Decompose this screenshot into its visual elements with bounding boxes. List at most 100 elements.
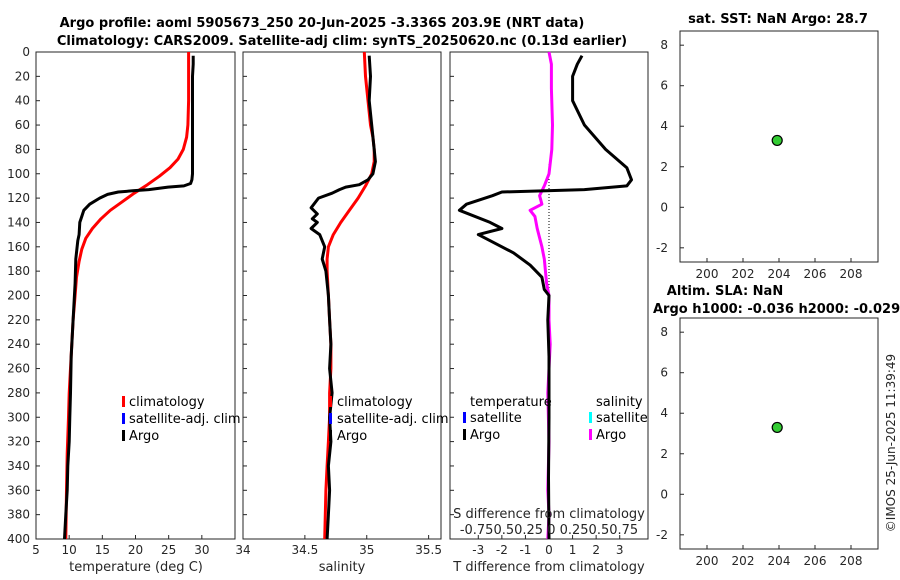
x-tick-label: 15: [95, 543, 110, 557]
x-tick-label: 200: [696, 267, 719, 281]
depth-tick-label: 120: [7, 191, 30, 205]
temperature-difference-argo-line: [457, 54, 633, 540]
depth-tick-label: 0: [22, 45, 30, 59]
x-tick-label: -2: [496, 543, 508, 557]
y-tick-label: 2: [660, 447, 668, 461]
legend-swatch-argo: [329, 430, 332, 441]
x-tick-label: 208: [840, 554, 863, 568]
depth-tick-label: 20: [15, 69, 30, 83]
depth-tick-label: 200: [7, 289, 30, 303]
x-tick-label: 20: [128, 543, 143, 557]
depth-tick-label: 380: [7, 508, 30, 522]
x-tick-label: 35: [359, 543, 374, 557]
y-tick-label: -2: [656, 241, 668, 255]
legend-swatch-t-argo: [463, 429, 466, 440]
depth-tick-label: 80: [15, 142, 30, 156]
salinity-legend: climatology satellite-adj. clim Argo: [329, 395, 449, 444]
x-tick-label: 35.5: [415, 543, 442, 557]
legend-header-salinity: salinity: [596, 395, 643, 410]
x-tick-label: -3: [472, 543, 484, 557]
legend-t-argo: Argo: [470, 428, 500, 443]
sst-axes: [679, 30, 879, 263]
x-tick-label: 30: [194, 543, 209, 557]
depth-tick-label: 180: [7, 264, 30, 278]
depth-tick-label: 140: [7, 215, 30, 229]
y-tick-label: -2: [656, 528, 668, 542]
depth-tick-label: 40: [15, 94, 30, 108]
legend-swatch-climatology: [329, 396, 332, 407]
s-difference-label: S difference from climatology: [453, 507, 645, 522]
y-tick-label: 4: [660, 406, 668, 420]
x-tick-label: 206: [804, 267, 827, 281]
depth-tick-label: 60: [15, 118, 30, 132]
depth-tick-label: 160: [7, 240, 30, 254]
temperature-legend: climatology satellite-adj. clim Argo: [122, 395, 241, 444]
sla-axes: [679, 317, 879, 550]
x-tick-label: 204: [768, 554, 791, 568]
depth-tick-label: 280: [7, 386, 30, 400]
y-tick-label: 8: [660, 325, 668, 339]
legend-climatology: climatology: [337, 395, 413, 410]
sst-point: [771, 134, 783, 147]
salinity-climatology-line: [323, 51, 376, 540]
x-tick-label: 204: [768, 267, 791, 281]
x-tick-label: 5: [32, 543, 40, 557]
x-tick-label: 0: [545, 543, 553, 557]
x-tick-label: 202: [732, 267, 755, 281]
x-tick-label: 202: [732, 554, 755, 568]
x-tick-label: 3: [616, 543, 624, 557]
x-tick-label: 1: [569, 543, 577, 557]
legend-satellite: satellite-adj. clim: [337, 412, 449, 427]
legend-swatch-argo: [122, 430, 125, 441]
legend-argo: Argo: [337, 429, 367, 444]
depth-tick-label: 320: [7, 435, 30, 449]
y-tick-label: 8: [660, 38, 668, 52]
x-tick-label: -1: [519, 543, 531, 557]
x-tick-label: 200: [696, 554, 719, 568]
y-tick-label: 4: [660, 119, 668, 133]
x-tick-label: 10: [62, 543, 77, 557]
legend-header-temperature: temperature: [470, 395, 552, 410]
salinity-axes: [242, 51, 442, 540]
depth-tick-label: 260: [7, 362, 30, 376]
legend-climatology: climatology: [129, 395, 205, 410]
legend-swatch-t-satellite: [463, 412, 466, 423]
sla-point: [771, 421, 783, 434]
sla-title-line2: Argo h1000: -0.036 h2000: -0.029: [653, 302, 900, 317]
legend-swatch-s-satellite: [589, 412, 592, 423]
x-tick-label: 2: [592, 543, 600, 557]
timestamp-stamp: ©IMOS 25-Jun-2025 11:39:49: [884, 354, 898, 532]
temperature-xlabel: temperature (deg C): [69, 560, 203, 575]
salinity-argo-line: [309, 55, 377, 540]
sla-title-line1: Altim. SLA: NaN: [667, 284, 783, 299]
x-tick-label: 208: [840, 267, 863, 281]
x-tick-label: 25: [161, 543, 176, 557]
depth-tick-label: 360: [7, 483, 30, 497]
salinity-xlabel: salinity: [319, 560, 366, 575]
y-tick-label: 0: [660, 200, 668, 214]
main-title-line1: Argo profile: aoml 5905673_250 20-Jun-20…: [60, 16, 585, 31]
legend-swatch-s-argo: [589, 429, 592, 440]
s-difference-ticks: -0.750.50.25 0 0.250.50.75: [460, 523, 638, 538]
y-tick-label: 6: [660, 366, 668, 380]
temperature-climatology-line: [64, 52, 191, 540]
depth-tick-label: 240: [7, 337, 30, 351]
y-tick-label: 0: [660, 487, 668, 501]
legend-satellite: satellite-adj. clim: [129, 412, 241, 427]
y-tick-label: 6: [660, 79, 668, 93]
x-tick-label: 206: [804, 554, 827, 568]
legend-swatch-climatology: [122, 396, 125, 407]
temperature-argo-line: [63, 55, 195, 540]
depth-tick-label: 300: [7, 410, 30, 424]
legend-argo: Argo: [129, 429, 159, 444]
legend-s-satellite: satellite: [596, 411, 648, 426]
x-tick-label: 34: [235, 543, 250, 557]
difference-legend: temperature salinity satellite Argo sate…: [463, 395, 648, 443]
legend-s-argo: Argo: [596, 428, 626, 443]
main-title-line2: Climatology: CARS2009. Satellite-adj cli…: [57, 34, 627, 49]
depth-tick-label: 340: [7, 459, 30, 473]
x-tick-label: 34.5: [292, 543, 319, 557]
legend-swatch-satellite: [122, 413, 125, 424]
depth-tick-label: 400: [7, 532, 30, 546]
